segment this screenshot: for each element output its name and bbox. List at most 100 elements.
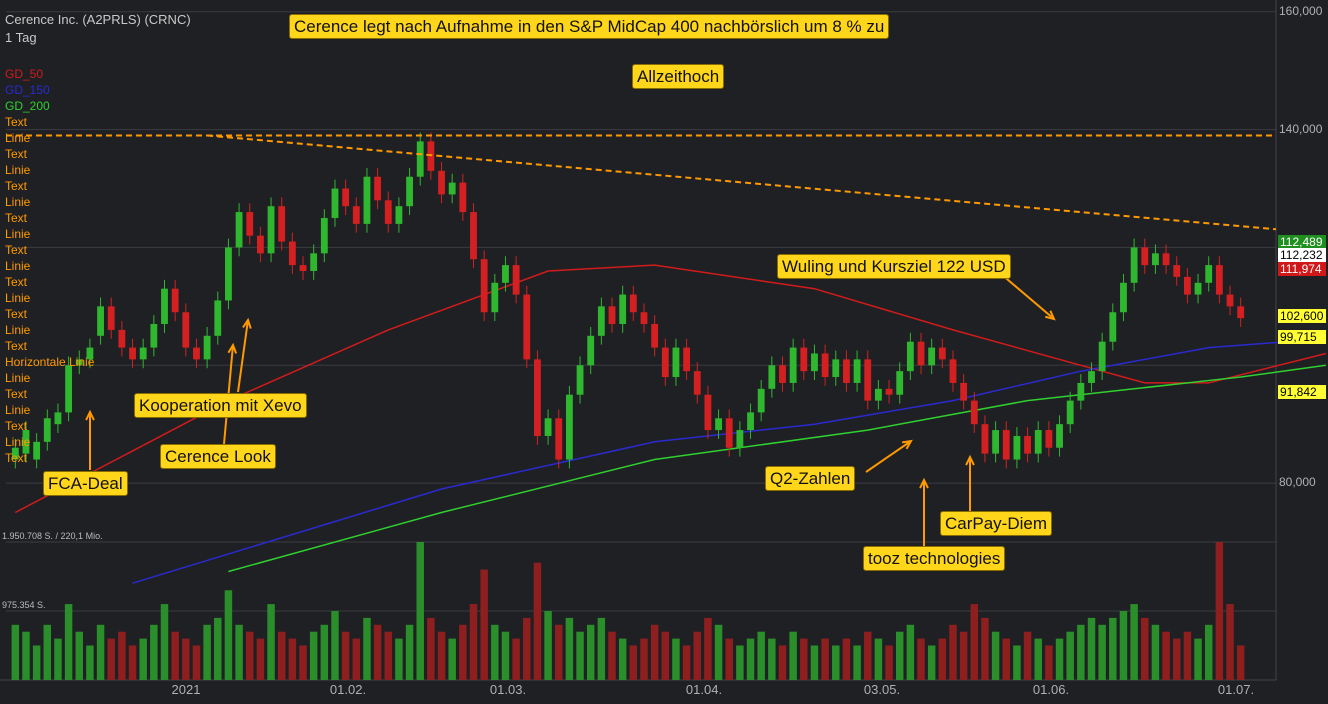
volume-bar <box>384 631 392 680</box>
candle-body <box>235 212 243 248</box>
legend-drawing-item[interactable]: Text <box>5 451 28 465</box>
candle-body <box>129 347 136 360</box>
volume-bar <box>1023 631 1032 680</box>
volume-bar <box>11 624 20 680</box>
candle-body <box>843 359 850 383</box>
candle-body <box>1226 294 1234 307</box>
volume-bar <box>512 638 520 680</box>
legend-drawing-item[interactable]: Text <box>5 243 28 257</box>
arrow-head <box>242 317 252 329</box>
volume-bar <box>1173 638 1181 680</box>
candle-body <box>1141 247 1149 266</box>
volume-bar <box>416 542 424 680</box>
volume-bar <box>480 569 488 680</box>
candle-body <box>1056 424 1063 448</box>
volume-bar <box>1162 631 1170 680</box>
candle-body <box>331 188 339 218</box>
volume-bar <box>448 638 456 680</box>
legend-drawing-item[interactable]: Linie <box>5 323 31 337</box>
candle-body <box>1237 306 1245 319</box>
volume-bar <box>320 624 329 680</box>
legend-drawing-item[interactable]: Linie <box>5 259 31 273</box>
candle-body <box>906 341 914 372</box>
candle-body <box>182 312 190 348</box>
legend-gd150[interactable]: GD_150 <box>5 83 50 97</box>
volume-bar <box>1087 617 1096 680</box>
legend-drawing-item[interactable]: Linie <box>5 163 31 177</box>
legend-drawing-item[interactable]: Text <box>5 307 28 321</box>
price-tag: 99,715 <box>1278 330 1326 344</box>
volume-bar <box>459 624 467 680</box>
volume-bar <box>299 645 307 680</box>
legend-drawing-item[interactable]: Text <box>5 275 28 289</box>
candle-body <box>789 347 797 383</box>
gd50-line <box>14 264 1327 514</box>
legend-drawing-item[interactable]: Linie <box>5 403 31 417</box>
volume-bar <box>959 631 968 680</box>
candle-body <box>1183 276 1191 295</box>
candle-body <box>11 447 19 460</box>
x-tick-label: 01.03. <box>489 682 527 697</box>
volume-bar <box>192 645 201 680</box>
candle-body <box>1013 435 1021 460</box>
volume-bar <box>150 624 158 680</box>
volume-bar <box>810 645 819 680</box>
volume-bar <box>672 638 680 680</box>
candle-body <box>811 353 818 372</box>
candle-body <box>523 294 531 360</box>
candle-body <box>864 359 872 401</box>
arrow-head <box>85 409 95 421</box>
candle-body <box>363 176 371 224</box>
wuling-annotation: Wuling und Kursziel 122 USD <box>777 254 1011 279</box>
volume-bar <box>874 638 883 680</box>
legend-drawing-item[interactable]: Horizontale Linie <box>5 355 95 369</box>
volume-bar <box>586 624 595 680</box>
price-tag: 112,489 <box>1278 235 1326 249</box>
candle-body <box>1088 371 1095 383</box>
legend-drawing-item[interactable]: Linie <box>5 371 31 385</box>
candle-body <box>715 418 722 431</box>
candle-body <box>480 259 488 313</box>
volume-bar <box>341 631 350 680</box>
legend-drawing-item[interactable]: Text <box>5 419 28 433</box>
volume-bar <box>1141 617 1149 680</box>
legend-drawing-item[interactable]: Linie <box>5 227 31 241</box>
volume-bar <box>288 638 297 680</box>
legend-gd200[interactable]: GD_200 <box>5 99 50 113</box>
volume-bar <box>1151 624 1160 680</box>
candle-body <box>352 206 360 224</box>
candle-body <box>651 324 659 348</box>
candle-body <box>1194 282 1202 295</box>
price-tag: 111,974 <box>1278 262 1326 276</box>
legend-drawing-item[interactable]: Linie <box>5 435 31 449</box>
candle-body <box>1034 430 1042 454</box>
legend-gd50[interactable]: GD_50 <box>5 67 44 81</box>
volume-max-label: 1.950.708 S. / 220,1 Mio. <box>2 531 103 541</box>
legend-drawing-item[interactable]: Text <box>5 387 28 401</box>
volume-bar <box>182 638 190 680</box>
legend-drawing-item[interactable]: Linie <box>5 131 31 145</box>
legend-drawing-item[interactable]: Text <box>5 339 28 353</box>
volume-bar <box>469 604 478 680</box>
candle-body <box>33 441 41 460</box>
candle-body <box>299 265 307 271</box>
legend-drawing-item[interactable]: Text <box>5 115 28 129</box>
candle-body <box>1173 265 1181 277</box>
legend-drawing-item[interactable]: Text <box>5 179 28 193</box>
candle-body <box>320 217 328 254</box>
volume-bar <box>1236 645 1245 680</box>
volume-bar <box>75 631 83 680</box>
volume-bar <box>309 631 318 680</box>
legend-drawing-item[interactable]: Text <box>5 211 28 225</box>
candle-body <box>193 347 200 360</box>
legend-drawing-item[interactable]: Linie <box>5 291 31 305</box>
volume-bar <box>757 631 765 680</box>
chart-interval: 1 Tag <box>5 30 37 45</box>
candle-body <box>1024 435 1031 454</box>
headline-annotation: Cerence legt nach Aufnahme in den S&P Mi… <box>289 14 890 39</box>
legend-drawing-item[interactable]: Text <box>5 147 28 161</box>
candle-body <box>75 359 83 366</box>
candle-body <box>22 430 30 454</box>
legend-drawing-item[interactable]: Linie <box>5 195 31 209</box>
